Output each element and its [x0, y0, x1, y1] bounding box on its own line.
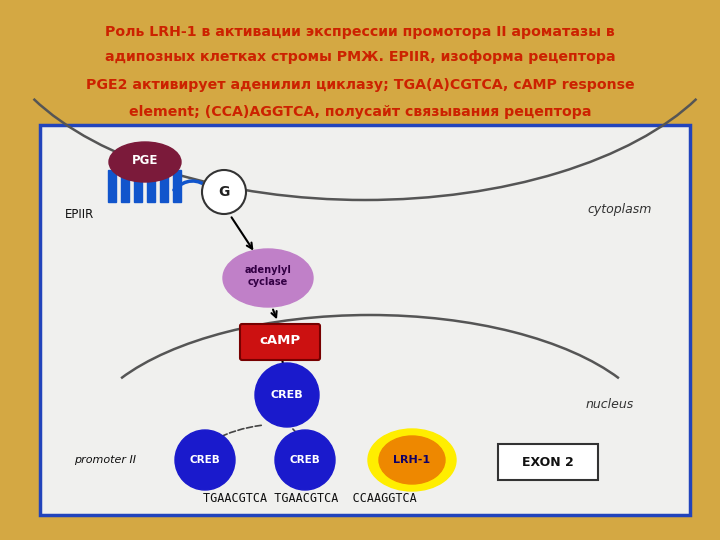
Bar [108, 170, 116, 202]
Bar [173, 170, 181, 202]
Text: element; (CCA)AGGTCA, полусайт связывания рецептора: element; (CCA)AGGTCA, полусайт связывани… [129, 105, 591, 119]
Circle shape [202, 170, 246, 214]
Ellipse shape [109, 142, 181, 182]
Text: nucleus: nucleus [586, 399, 634, 411]
FancyBboxPatch shape [40, 125, 690, 515]
Text: CREB: CREB [271, 390, 303, 400]
Ellipse shape [223, 249, 313, 307]
Text: cytoplasm: cytoplasm [588, 204, 652, 217]
Bar [121, 170, 129, 202]
Bar [160, 170, 168, 202]
Bar [134, 170, 142, 202]
Text: adenylyl
cyclase: adenylyl cyclase [245, 265, 292, 287]
Text: promoter II: promoter II [74, 455, 136, 465]
Text: cAMP: cAMP [259, 334, 300, 348]
FancyBboxPatch shape [498, 444, 598, 480]
Text: LRH-1: LRH-1 [393, 455, 431, 465]
Text: CREB: CREB [289, 455, 320, 465]
Ellipse shape [379, 436, 445, 484]
Text: PGE: PGE [132, 154, 158, 167]
Text: CREB: CREB [189, 455, 220, 465]
Circle shape [175, 430, 235, 490]
Text: адипозных клетках стромы РМЖ. EPIIR, изоформа рецептора: адипозных клетках стромы РМЖ. EPIIR, изо… [104, 50, 616, 64]
FancyBboxPatch shape [240, 324, 320, 360]
Circle shape [275, 430, 335, 490]
Circle shape [255, 363, 319, 427]
Bar [147, 170, 155, 202]
Text: EPIIR: EPIIR [66, 208, 94, 221]
Text: EXON 2: EXON 2 [522, 456, 574, 469]
Text: TGAACGTCA TGAACGTCA  CCAAGGTCA: TGAACGTCA TGAACGTCA CCAAGGTCA [203, 491, 417, 504]
Text: PGE2 активирует аденилил циклазу; TGA(A)CGTCA, cAMP response: PGE2 активирует аденилил циклазу; TGA(A)… [86, 78, 634, 92]
Text: G: G [218, 185, 230, 199]
Ellipse shape [368, 429, 456, 491]
Text: Роль LRH-1 в активации экспрессии промотора II ароматазы в: Роль LRH-1 в активации экспрессии промот… [105, 25, 615, 39]
